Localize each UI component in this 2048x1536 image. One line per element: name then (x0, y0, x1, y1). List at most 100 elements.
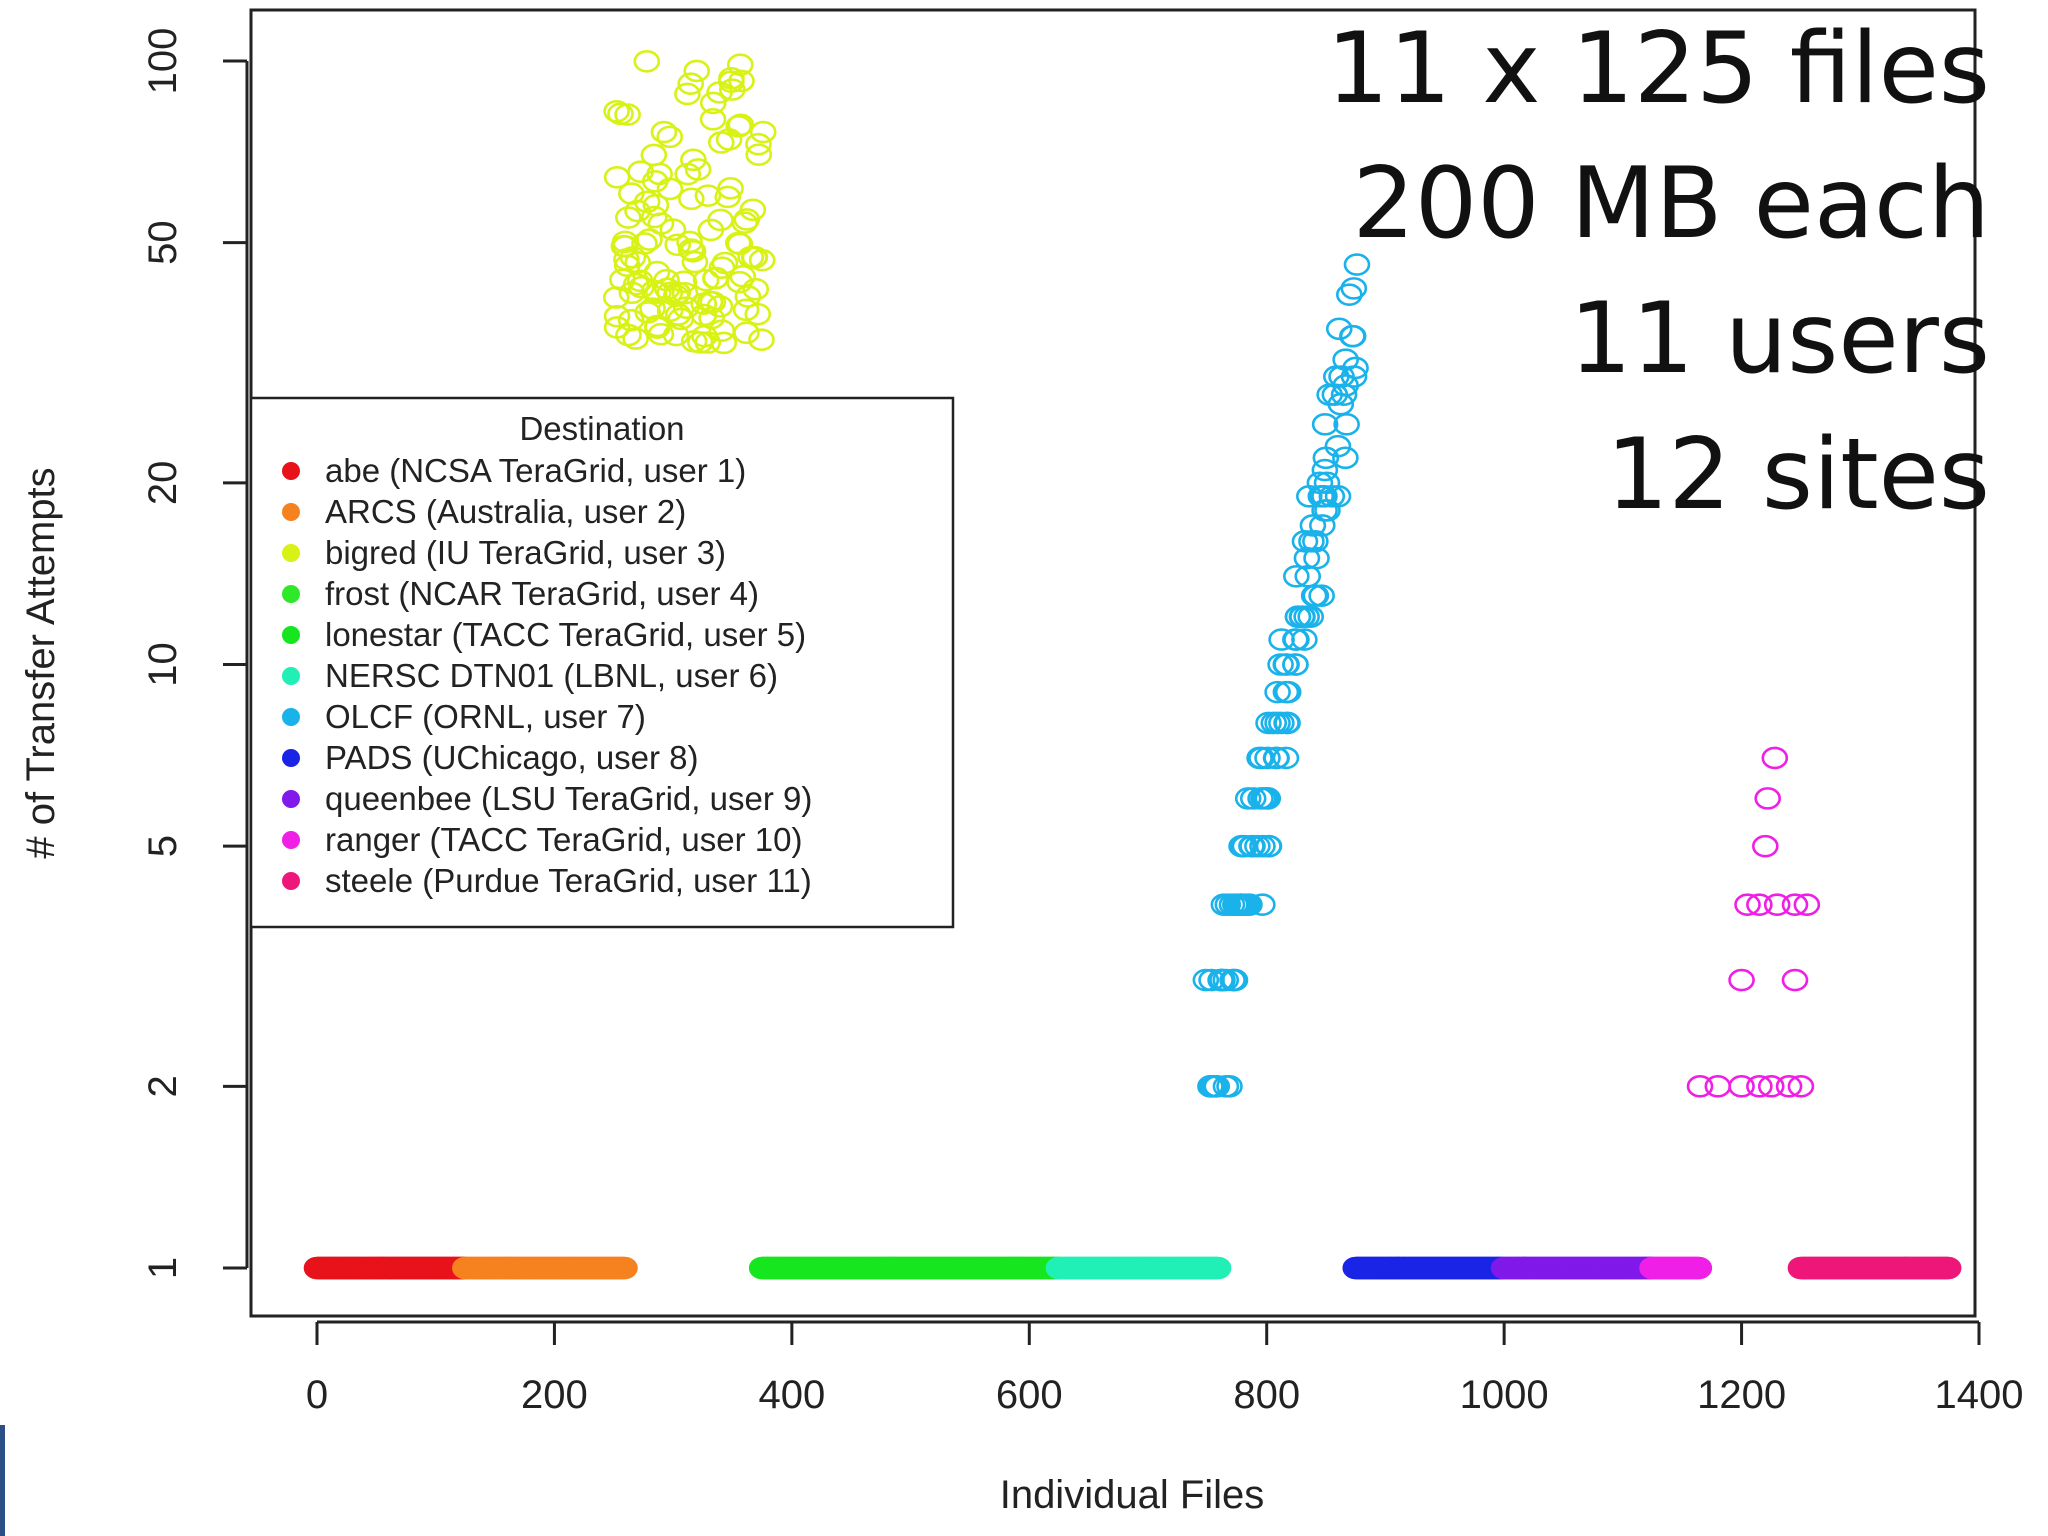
data-point (622, 272, 650, 296)
data-point (680, 148, 707, 172)
data-point (1342, 356, 1369, 380)
data-point (1685, 1256, 1713, 1280)
data-point (742, 277, 770, 301)
data-point (1754, 787, 1781, 810)
data-point (728, 69, 755, 93)
y-axis: 1 2 5 10 20 50 100 (141, 28, 249, 1279)
x-tick-label: 400 (758, 1373, 825, 1417)
y-tick-label: 100 (141, 28, 185, 95)
data-point (1781, 893, 1809, 916)
data-point (1291, 628, 1318, 651)
data-point (1212, 968, 1240, 992)
data-point (656, 125, 684, 149)
data-point (1781, 968, 1809, 992)
legend-box (249, 396, 955, 929)
data-point (745, 132, 772, 156)
data-point (677, 72, 705, 96)
data-point (602, 286, 630, 309)
data-point (733, 321, 760, 345)
data-point (1343, 253, 1371, 276)
legend-swatch (282, 544, 300, 562)
data-point (699, 290, 727, 314)
x-tick-label: 1200 (1697, 1373, 1786, 1417)
data-point (725, 115, 752, 138)
legend-label: ranger (TACC TeraGrid, user 10) (325, 821, 802, 858)
data-point (1686, 1075, 1714, 1098)
data-point (744, 302, 772, 326)
data-point (603, 304, 631, 328)
annotation-line-1: 11 x 125 files (1326, 12, 1990, 126)
data-point (1262, 746, 1290, 770)
legend-label: bigred (IU TeraGrid, user 3) (325, 534, 726, 571)
data-point (679, 240, 707, 263)
data-point (732, 298, 760, 322)
data-point (1246, 746, 1273, 770)
data-point (1340, 365, 1368, 388)
data-point (628, 275, 655, 299)
data-point (1283, 628, 1310, 651)
data-point (664, 281, 692, 305)
data-point (1311, 458, 1339, 482)
data-point (656, 177, 684, 201)
legend-swatch (282, 749, 300, 767)
data-point (1255, 834, 1282, 858)
legend-label: abe (NCSA TeraGrid, user 1) (325, 452, 746, 489)
data-point (745, 143, 773, 166)
y-axis-title: # of Transfer Attempts (19, 467, 63, 858)
data-point (1273, 711, 1300, 735)
y-tick-label: 1 (141, 1257, 185, 1279)
data-point (1330, 383, 1358, 406)
x-axis-title: Individual Files (1000, 1473, 1265, 1517)
data-point (734, 285, 762, 308)
legend: Destination abe (NCSA TeraGrid, user 1) A… (249, 396, 955, 929)
data-point (633, 50, 661, 73)
data-point (1254, 787, 1281, 810)
data-point (1303, 546, 1330, 570)
data-point (731, 211, 759, 234)
data-point (694, 184, 722, 207)
data-point (1752, 834, 1779, 858)
data-point (1216, 1075, 1243, 1098)
data-point (1307, 484, 1335, 508)
legend-swatch (282, 708, 300, 726)
x-tick-label: 0 (306, 1373, 328, 1417)
data-point (1728, 1075, 1755, 1098)
data-point (714, 185, 742, 209)
data-point (622, 327, 649, 350)
data-point (726, 53, 754, 76)
data-point (631, 232, 658, 255)
data-point (678, 187, 705, 211)
data-point (1264, 680, 1291, 704)
data-point (641, 205, 668, 229)
data-point (1204, 1256, 1232, 1280)
data-point (677, 238, 705, 261)
data-point (1336, 283, 1363, 306)
data-point (694, 331, 722, 354)
y-tick-label: 5 (141, 835, 185, 857)
legend-label: frost (NCAR TeraGrid, user 4) (325, 575, 759, 612)
data-point (1339, 324, 1367, 348)
data-point (659, 218, 687, 241)
data-point (681, 250, 709, 274)
data-point (1249, 893, 1276, 916)
data-point (1333, 413, 1360, 436)
annotation-line-4: 12 sites (1606, 418, 1990, 532)
data-point (749, 120, 777, 144)
data-point (1272, 653, 1300, 676)
data-point (699, 91, 727, 115)
data-point (710, 331, 738, 355)
data-point (614, 103, 641, 126)
data-point (748, 248, 776, 272)
data-point (1308, 584, 1335, 608)
data-point (1297, 605, 1325, 629)
legend-label: lonestar (TACC TeraGrid, user 5) (325, 616, 806, 653)
data-point (727, 113, 755, 137)
data-point (726, 270, 753, 294)
legend-label: steele (Purdue TeraGrid, user 11) (325, 862, 812, 899)
y-tick-label: 10 (141, 642, 185, 687)
data-point (683, 59, 711, 83)
data-point (717, 177, 744, 200)
data-point (1221, 968, 1249, 992)
legend-swatch (282, 790, 300, 808)
data-point (1311, 413, 1339, 436)
